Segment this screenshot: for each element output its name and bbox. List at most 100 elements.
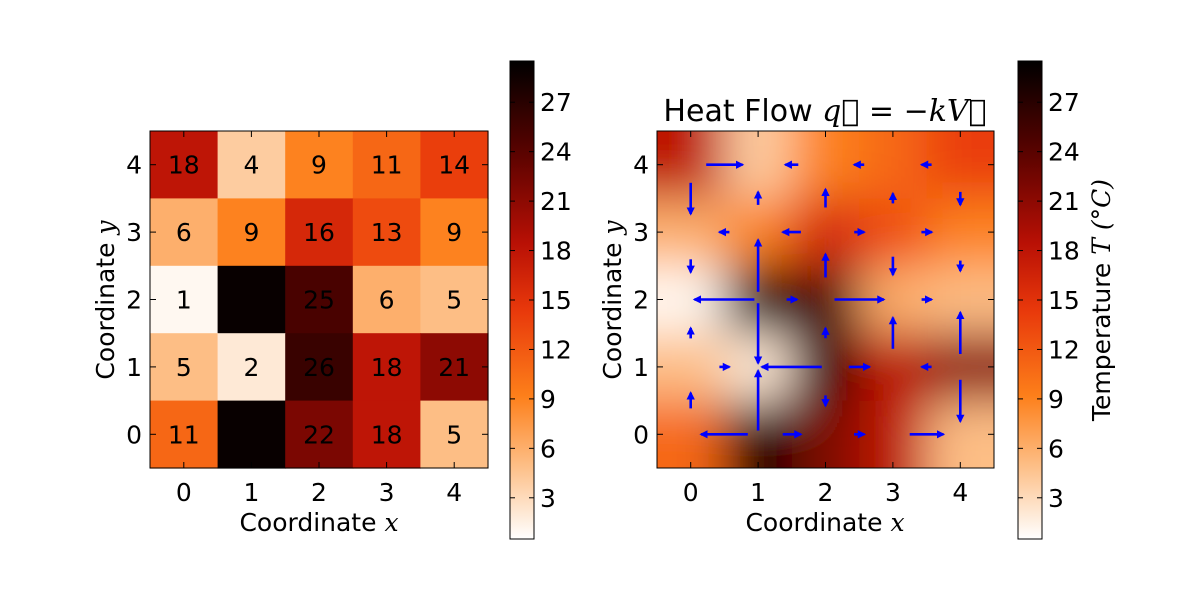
cell-value-label: 25: [303, 286, 335, 315]
heatmap-cell: [352, 198, 421, 267]
cell-value-label: 1: [176, 286, 192, 315]
cell-value-label: 14: [438, 151, 470, 180]
colorbar-tick-label: 3: [540, 484, 556, 513]
heatmap-cell: [217, 265, 286, 334]
cell-value-label: 18: [371, 353, 403, 382]
heatmap-cell: [150, 265, 219, 334]
heatmap-right: 0 1 2 3 4 0 1 2 3 4 Heat Flow q⃗ = −kV⃗ Coordina…: [598, 94, 995, 537]
y-axis-label: Coordinate y: [598, 220, 627, 380]
cell-value-label: 5: [446, 286, 462, 315]
y-tick-label: 4: [633, 151, 649, 180]
cell-value-label: 13: [371, 218, 403, 247]
cell-value-label: 18: [168, 151, 200, 180]
cell-value-label: 4: [243, 151, 259, 180]
cell-value-label: 6: [176, 218, 192, 247]
colorbar-tick-label: 27: [540, 88, 572, 117]
y-tick-label: 3: [126, 218, 142, 247]
cell-value-label: 5: [446, 420, 462, 449]
cell-value-label: 21: [438, 353, 470, 382]
x-tick-label: 1: [750, 478, 766, 507]
heatmap-cell: [150, 333, 219, 402]
heatmap-cell: [791, 400, 860, 468]
heatmap-cell: [420, 400, 489, 469]
x-tick-label: 2: [818, 478, 834, 507]
colorbar-ticks: 3 6 9 12 15 18 21 24 27: [1018, 88, 1080, 513]
heatmap-cell: [926, 198, 994, 267]
x-axis-label: Coordinate x: [745, 508, 904, 537]
heatmap-cell: [150, 400, 219, 469]
heatmap-cell: [285, 265, 354, 334]
heatmap-cell: [657, 333, 725, 402]
cell-value-label: 22: [303, 420, 335, 449]
x-axis-ticks: 0 1 2 3 4: [176, 131, 462, 507]
heatmap-cell: [150, 198, 219, 267]
heatmap-cell-labels: 18 4 9 11 14 6 9 16 13 9 1 25 6 5 5 2 26 18 21 11 22 18 5: [168, 151, 470, 450]
heatmap-cell: [217, 131, 286, 199]
heatmap-cell: [150, 131, 219, 199]
colorbar-tick-label: 27: [1048, 88, 1080, 117]
y-tick-label: 2: [633, 286, 649, 315]
heatmap-cell: [657, 400, 725, 468]
heatmap-cell: [285, 400, 354, 469]
heatmap-cell: [217, 333, 286, 402]
heatmap-cell: [285, 198, 354, 267]
colorbar-tick-label: 12: [540, 335, 572, 364]
heatmap-cell: [420, 198, 489, 267]
x-axis-label: Coordinate x: [239, 508, 398, 537]
heatmap-left: 18 4 9 11 14 6 9 16 13 9 1 25 6 5 5 2 26 18 21 11 22 18 5 0 1 2 3…: [91, 130, 489, 537]
x-tick-label: 3: [379, 478, 395, 507]
cell-value-label: 11: [371, 151, 403, 180]
cell-value-label: 9: [311, 151, 327, 180]
heatmap-cell: [926, 131, 994, 199]
x-tick-label: 4: [952, 478, 968, 507]
cell-value-label: 5: [176, 353, 192, 382]
colorbar-tick-label: 6: [540, 434, 556, 463]
cell-value-label: 11: [168, 420, 200, 449]
colorbar-left: 3 6 9 12 15 18 21 24 27: [509, 60, 572, 540]
interpolated-heat-field: [657, 131, 994, 468]
x-tick-label: 0: [176, 478, 192, 507]
y-tick-label: 0: [126, 420, 142, 449]
heatmap-cells: [150, 131, 489, 469]
heatmap-cell: [352, 265, 421, 334]
heatmap-cell: [217, 400, 286, 469]
heatmap-cell: [859, 198, 928, 267]
y-tick-label: 1: [633, 353, 649, 382]
heatmap-cell: [285, 131, 354, 199]
cell-value-label: 2: [243, 353, 259, 382]
y-axis-ticks: 0 1 2 3 4: [633, 151, 994, 449]
x-tick-label: 0: [683, 478, 699, 507]
y-axis-ticks: 0 1 2 3 4: [126, 151, 488, 449]
colorbar-tick-label: 12: [1048, 335, 1080, 364]
y-tick-label: 0: [633, 420, 649, 449]
x-tick-label: 4: [446, 478, 462, 507]
colorbar-right: 3 6 9 12 15 18 21 24 27 Temperature T (°C): [1017, 60, 1116, 540]
colorbar-tick-label: 18: [540, 237, 572, 266]
y-tick-label: 1: [126, 353, 142, 382]
heatmap-cell: [352, 400, 421, 469]
heatmap-cell: [420, 333, 489, 402]
colorbar-tick-label: 24: [540, 138, 572, 167]
cell-value-label: 18: [371, 420, 403, 449]
colorbar-tick-label: 9: [540, 385, 556, 414]
cell-value-label: 16: [303, 218, 335, 247]
x-tick-label: 2: [311, 478, 327, 507]
y-tick-label: 4: [126, 151, 142, 180]
colorbar-label: Temperature T (°C): [1087, 179, 1116, 422]
heatmap-cell: [420, 131, 489, 199]
cell-value-label: 26: [303, 353, 335, 382]
cell-value-label: 6: [379, 286, 395, 315]
colorbar-tick-label: 18: [1048, 237, 1080, 266]
x-axis-ticks: 0 1 2 3 4: [683, 131, 968, 507]
cell-value-label: 9: [446, 218, 462, 247]
heatmap-cell: [285, 333, 354, 402]
colorbar-tick-label: 21: [1048, 187, 1080, 216]
heatmap-cell: [217, 198, 286, 267]
cell-value-label: 9: [243, 218, 259, 247]
colorbar-tick-label: 21: [540, 187, 572, 216]
heatmap-cell: [352, 131, 421, 199]
colorbar-tick-label: 9: [1048, 385, 1064, 414]
colorbar-tick-label: 15: [540, 286, 572, 315]
colorbar-tick-label: 3: [1048, 484, 1064, 513]
